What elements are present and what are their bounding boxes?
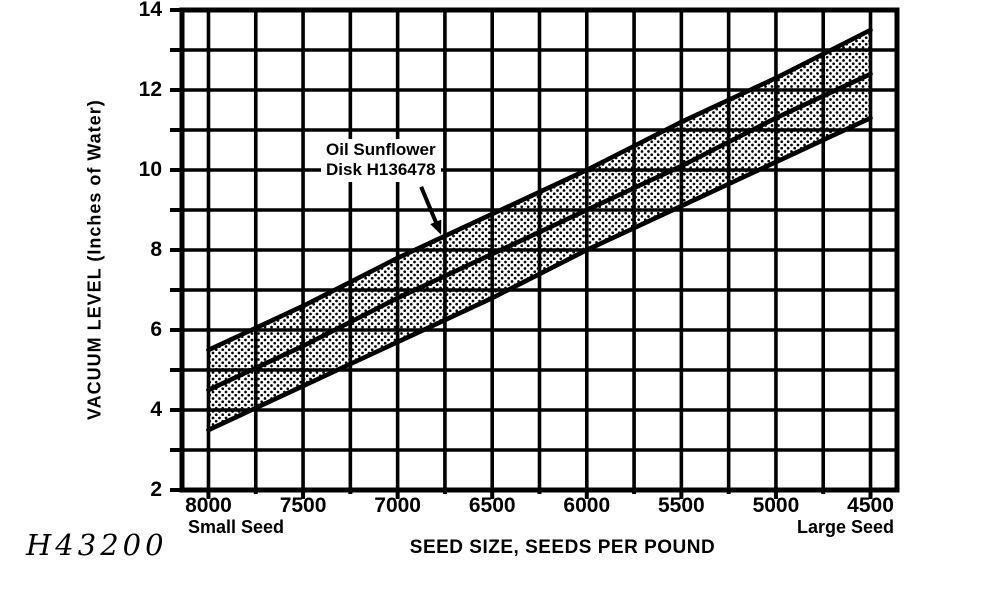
- plot-area: [170, 7, 900, 499]
- small-seed-caption: Small Seed: [188, 517, 285, 537]
- lower-limit-line: [206, 115, 873, 433]
- x-tick-label: 8000: [185, 494, 232, 517]
- y-tick-label: 4: [150, 398, 162, 421]
- y-tick-label: 14: [138, 0, 162, 21]
- y-axis-title: VACUUM LEVEL (Inches of Water): [84, 99, 105, 421]
- large-seed-caption: Large Seed: [796, 517, 894, 537]
- figure-code: H43200: [26, 528, 168, 562]
- x-tick-label: 7500: [279, 494, 327, 517]
- annotation-arrow-line: [419, 186, 440, 229]
- y-tick-label: 12: [138, 78, 162, 101]
- x-tick-label: 4500: [847, 494, 894, 517]
- upper-limit-line: [206, 27, 873, 353]
- series-annotation: Oil Sunflower Disk H136478: [321, 139, 441, 183]
- vacuum-chart-svg: [170, 7, 900, 499]
- x-axis-title: SEED SIZE, SEEDS PER POUND: [409, 537, 716, 558]
- annotation-line-2: Disk H136478: [326, 160, 436, 180]
- x-tick-label: 5000: [752, 494, 800, 517]
- y-tick-label: 10: [138, 158, 162, 181]
- y-tick-label: 8: [150, 238, 162, 261]
- annotation-line-1: Oil Sunflower: [326, 140, 436, 159]
- x-tick-label: 6000: [563, 494, 611, 517]
- x-tick-label: 7000: [374, 494, 421, 517]
- x-tick-label: 5500: [658, 494, 705, 517]
- y-tick-label: 2: [150, 478, 162, 501]
- x-tick-label: 6500: [468, 494, 516, 517]
- annotation-arrowhead: [430, 219, 442, 235]
- recommended-line: [206, 71, 873, 393]
- y-tick-label: 6: [150, 318, 162, 341]
